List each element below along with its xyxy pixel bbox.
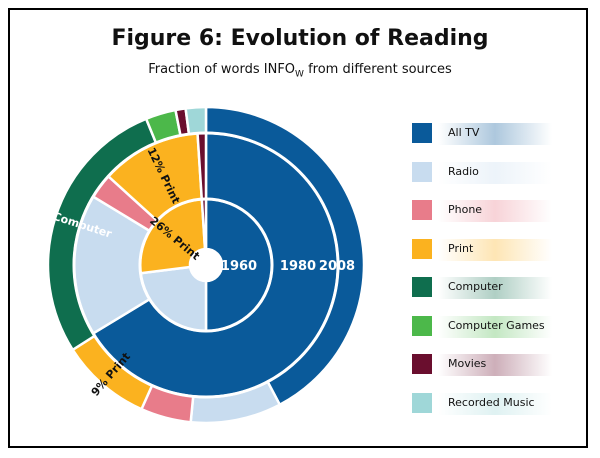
legend-label: All TV <box>448 126 480 139</box>
legend-bar <box>438 161 552 184</box>
legend-label: Print <box>448 241 474 255</box>
legend-swatch <box>412 315 432 336</box>
legend-swatch <box>412 277 432 297</box>
legend-swatch <box>412 200 432 220</box>
legend-swatch <box>412 354 432 374</box>
legend-bar <box>438 123 552 145</box>
legend-item-radio: Radio <box>412 161 552 186</box>
legend-item-phone: Phone <box>412 200 552 224</box>
legend-item-computer: Computer <box>412 277 552 301</box>
legend-item-computer-games: Computer Games <box>412 315 552 340</box>
slice-2008-recorded-music <box>184 105 208 136</box>
legend-swatch <box>412 238 432 259</box>
legend-swatch <box>412 123 432 143</box>
legend-swatch <box>412 392 432 413</box>
subtitle-prefix: Fraction of words INFO <box>148 62 296 77</box>
legend-bar <box>438 392 552 415</box>
legend-item-recorded-music: Recorded Music <box>412 392 552 417</box>
legend-label: Computer <box>448 280 503 293</box>
chart-subtitle: Fraction of words INFOW from different s… <box>10 62 590 80</box>
legend-label: Recorded Music <box>448 395 535 409</box>
legend-swatch <box>412 161 432 182</box>
ring-label-1980: 1980 <box>280 259 316 274</box>
subtitle-subscript: W <box>295 69 304 80</box>
legend-label: Radio <box>448 164 479 178</box>
legend-label: Phone <box>448 203 483 216</box>
legend-bar <box>438 277 552 299</box>
ring-label-2008: 2008 <box>319 259 355 274</box>
legend-item-print: Print <box>412 238 552 263</box>
ring-separator <box>138 197 274 333</box>
legend-bar <box>438 238 552 261</box>
legend-item-movies: Movies <box>412 354 552 378</box>
legend-bar <box>438 354 552 376</box>
legend-bar <box>438 200 552 222</box>
ring-separator <box>72 131 340 399</box>
legend-item-all-tv: All TV <box>412 123 552 147</box>
chart-title: Figure 6: Evolution of Reading <box>111 26 489 51</box>
legend-label: Movies <box>448 357 487 370</box>
legend-label: Computer Games <box>448 318 545 332</box>
subtitle-suffix: from different sources <box>303 62 452 77</box>
legend-bar <box>438 315 552 338</box>
ring-label-1960: 1960 <box>221 259 257 274</box>
